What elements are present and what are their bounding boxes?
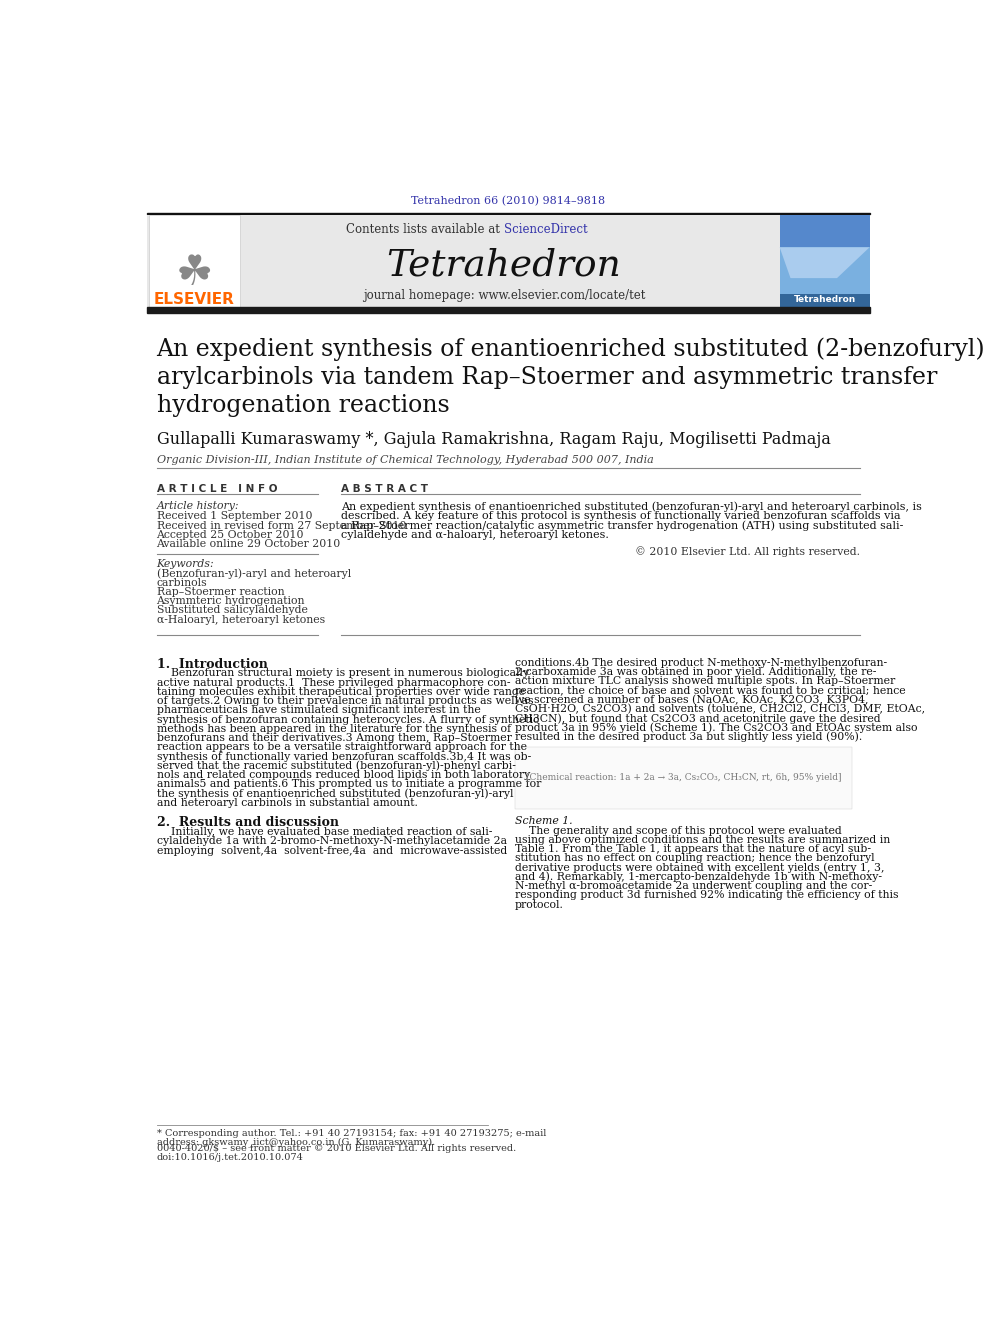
Text: Received in revised form 27 September 2010: Received in revised form 27 September 20… xyxy=(157,521,406,531)
Text: * Corresponding author. Tel.: +91 40 27193154; fax: +91 40 27193275; e-mail: * Corresponding author. Tel.: +91 40 271… xyxy=(157,1129,546,1138)
Polygon shape xyxy=(780,247,870,294)
Text: address: gkswamy_iict@yahoo.co.in (G. Kumaraswamy).: address: gkswamy_iict@yahoo.co.in (G. Ku… xyxy=(157,1138,434,1147)
Text: resulted in the desired product 3a but slightly less yield (90%).: resulted in the desired product 3a but s… xyxy=(515,732,862,742)
Bar xyxy=(780,214,870,308)
Text: derivative products were obtained with excellent yields (entry 1, 3,: derivative products were obtained with e… xyxy=(515,863,884,873)
Text: Received 1 September 2010: Received 1 September 2010 xyxy=(157,512,312,521)
Text: reaction appears to be a versatile straightforward approach for the: reaction appears to be a versatile strai… xyxy=(157,742,527,753)
Text: methods has been appeared in the literature for the synthesis of: methods has been appeared in the literat… xyxy=(157,724,511,734)
Bar xyxy=(149,214,240,307)
Text: synthesis of benzofuran containing heterocycles. A flurry of synthetic: synthesis of benzofuran containing heter… xyxy=(157,714,539,725)
Text: doi:10.1016/j.tet.2010.10.074: doi:10.1016/j.tet.2010.10.074 xyxy=(157,1152,304,1162)
Text: we screened a number of bases (NaOAc, KOAc, K2CO3, K3PO4,: we screened a number of bases (NaOAc, KO… xyxy=(515,695,868,705)
Text: using above optimized conditions and the results are summarized in: using above optimized conditions and the… xyxy=(515,835,890,845)
Text: served that the racemic substituted (benzofuran-yl)-phenyl carbi-: served that the racemic substituted (ben… xyxy=(157,761,516,771)
Text: cylaldehyde 1a with 2-bromo-N-methoxy-N-methylacetamide 2a: cylaldehyde 1a with 2-bromo-N-methoxy-N-… xyxy=(157,836,507,847)
Text: Accepted 25 October 2010: Accepted 25 October 2010 xyxy=(157,531,305,540)
Text: active natural products.1  These privileged pharmacophore con-: active natural products.1 These privileg… xyxy=(157,677,510,688)
Polygon shape xyxy=(780,247,870,278)
Text: ScienceDirect: ScienceDirect xyxy=(504,224,587,235)
Text: pharmaceuticals have stimulated significant interest in the: pharmaceuticals have stimulated signific… xyxy=(157,705,480,716)
Text: cylaldehyde and α-haloaryl, heteroaryl ketones.: cylaldehyde and α-haloaryl, heteroaryl k… xyxy=(341,531,609,540)
Text: α-Haloaryl, heteroaryl ketones: α-Haloaryl, heteroaryl ketones xyxy=(157,615,324,624)
Text: Tetrahedron 66 (2010) 9814–9818: Tetrahedron 66 (2010) 9814–9818 xyxy=(412,196,605,206)
Text: Gullapalli Kumaraswamy *, Gajula Ramakrishna, Ragam Raju, Mogilisetti Padmaja: Gullapalli Kumaraswamy *, Gajula Ramakri… xyxy=(157,430,830,447)
Text: [Chemical reaction: 1a + 2a → 3a, Cs₂CO₃, CH₃CN, rt, 6h, 95% yield]: [Chemical reaction: 1a + 2a → 3a, Cs₂CO₃… xyxy=(526,774,841,782)
Text: described. A key feature of this protocol is synthesis of functionally varied be: described. A key feature of this protoco… xyxy=(341,511,901,521)
Text: Available online 29 October 2010: Available online 29 October 2010 xyxy=(157,540,341,549)
Bar xyxy=(515,747,852,808)
Bar xyxy=(780,294,870,308)
Text: 2-carboxamide 3a was obtained in poor yield. Additionally, the re-: 2-carboxamide 3a was obtained in poor yi… xyxy=(515,667,876,677)
Text: and heteroaryl carbinols in substantial amount.: and heteroaryl carbinols in substantial … xyxy=(157,798,418,808)
Text: benzofurans and their derivatives.3 Among them, Rap–Stoermer: benzofurans and their derivatives.3 Amon… xyxy=(157,733,512,744)
Text: Substituted salicylaldehyde: Substituted salicylaldehyde xyxy=(157,606,308,615)
Text: the synthesis of enantioenriched substituted (benzofuran-yl)-aryl: the synthesis of enantioenriched substit… xyxy=(157,789,513,799)
Text: of targets.2 Owing to their prevalence in natural products as well as: of targets.2 Owing to their prevalence i… xyxy=(157,696,533,706)
Text: and 4). Remarkably, 1-mercapto-benzaldehyde 1b with N-methoxy-: and 4). Remarkably, 1-mercapto-benzaldeh… xyxy=(515,872,882,882)
Text: Table 1. From the Table 1, it appears that the nature of acyl sub-: Table 1. From the Table 1, it appears th… xyxy=(515,844,871,855)
Text: animals5 and patients.6 This prompted us to initiate a programme for: animals5 and patients.6 This prompted us… xyxy=(157,779,541,790)
Text: Keywords:: Keywords: xyxy=(157,560,214,569)
Bar xyxy=(147,214,870,308)
Text: action mixture TLC analysis showed multiple spots. In Rap–Stoermer: action mixture TLC analysis showed multi… xyxy=(515,676,895,687)
Text: employing  solvent,4a  solvent-free,4a  and  microwave-assisted: employing solvent,4a solvent-free,4a and… xyxy=(157,845,507,856)
Bar xyxy=(147,307,870,312)
Text: An expedient synthesis of enantioenriched substituted (2-benzofuryl): An expedient synthesis of enantioenriche… xyxy=(157,337,985,361)
Text: Asymmteric hydrogenation: Asymmteric hydrogenation xyxy=(157,597,306,606)
Text: N-methyl α-bromoacetamide 2a underwent coupling and the cor-: N-methyl α-bromoacetamide 2a underwent c… xyxy=(515,881,872,890)
Text: Tetrahedron: Tetrahedron xyxy=(386,247,621,283)
Text: Contents lists available at: Contents lists available at xyxy=(346,224,504,235)
Text: responding product 3d furnished 92% indicating the efficiency of this: responding product 3d furnished 92% indi… xyxy=(515,890,898,900)
Text: synthesis of functionally varied benzofuran scaffolds.3b,4 It was ob-: synthesis of functionally varied benzofu… xyxy=(157,751,531,762)
Text: nols and related compounds reduced blood lipids in both laboratory: nols and related compounds reduced blood… xyxy=(157,770,530,781)
Text: Benzofuran structural moiety is present in numerous biologically: Benzofuran structural moiety is present … xyxy=(157,668,529,679)
Text: reaction, the choice of base and solvent was found to be critical; hence: reaction, the choice of base and solvent… xyxy=(515,685,906,696)
Text: Tetrahedron: Tetrahedron xyxy=(794,295,856,304)
Text: ELSEVIER: ELSEVIER xyxy=(154,292,235,307)
Text: The generality and scope of this protocol were evaluated: The generality and scope of this protoco… xyxy=(515,826,841,836)
Text: 2.  Results and discussion: 2. Results and discussion xyxy=(157,816,338,830)
Text: carbinols: carbinols xyxy=(157,578,207,587)
Text: Rap–Stoermer reaction: Rap–Stoermer reaction xyxy=(157,587,284,597)
Text: journal homepage: www.elsevier.com/locate/tet: journal homepage: www.elsevier.com/locat… xyxy=(362,290,645,303)
Text: ☘: ☘ xyxy=(176,251,213,294)
Text: Scheme 1.: Scheme 1. xyxy=(515,816,572,827)
Text: protocol.: protocol. xyxy=(515,900,563,909)
Text: Initially, we have evaluated base mediated reaction of sali-: Initially, we have evaluated base mediat… xyxy=(157,827,492,837)
Text: taining molecules exhibit therapeutical properties over wide range: taining molecules exhibit therapeutical … xyxy=(157,687,525,697)
Text: a Rap–Stoermer reaction/catalytic asymmetric transfer hydrogenation (ATH) using : a Rap–Stoermer reaction/catalytic asymme… xyxy=(341,521,904,532)
Text: A B S T R A C T: A B S T R A C T xyxy=(341,484,428,493)
Text: product 3a in 95% yield (Scheme 1). The Cs2CO3 and EtOAc system also: product 3a in 95% yield (Scheme 1). The … xyxy=(515,722,917,733)
Text: (Benzofuran-yl)-aryl and heteroaryl: (Benzofuran-yl)-aryl and heteroaryl xyxy=(157,569,351,579)
Text: hydrogenation reactions: hydrogenation reactions xyxy=(157,394,449,417)
Text: Organic Division-III, Indian Institute of Chemical Technology, Hyderabad 500 007: Organic Division-III, Indian Institute o… xyxy=(157,455,654,466)
Text: An expedient synthesis of enantioenriched substituted (benzofuran-yl)-aryl and h: An expedient synthesis of enantioenriche… xyxy=(341,501,922,512)
Text: stitution has no effect on coupling reaction; hence the benzofuryl: stitution has no effect on coupling reac… xyxy=(515,853,874,864)
Text: 0040-4020/$ – see front matter © 2010 Elsevier Ltd. All rights reserved.: 0040-4020/$ – see front matter © 2010 El… xyxy=(157,1144,516,1154)
Text: CH3CN), but found that Cs2CO3 and acetonitrile gave the desired: CH3CN), but found that Cs2CO3 and aceton… xyxy=(515,713,880,724)
Text: Article history:: Article history: xyxy=(157,501,239,512)
Text: conditions.4b The desired product N-methoxy-N-methylbenzofuran-: conditions.4b The desired product N-meth… xyxy=(515,658,887,668)
Text: 1.  Introduction: 1. Introduction xyxy=(157,658,268,671)
Text: A R T I C L E   I N F O: A R T I C L E I N F O xyxy=(157,484,277,493)
Text: arylcarbinols via tandem Rap–Stoermer and asymmetric transfer: arylcarbinols via tandem Rap–Stoermer an… xyxy=(157,366,936,389)
Text: © 2010 Elsevier Ltd. All rights reserved.: © 2010 Elsevier Ltd. All rights reserved… xyxy=(635,546,860,557)
Text: CsOH·H2O, Cs2CO3) and solvents (toluene, CH2Cl2, CHCl3, DMF, EtOAc,: CsOH·H2O, Cs2CO3) and solvents (toluene,… xyxy=(515,704,925,714)
